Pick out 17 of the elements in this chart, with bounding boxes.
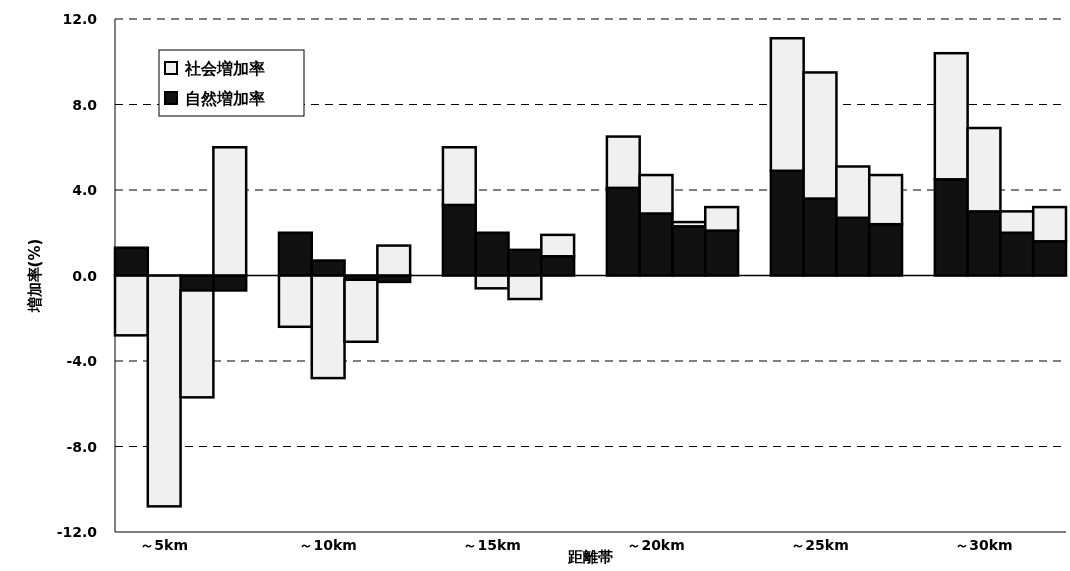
y-tick-label: 8.0 xyxy=(72,96,98,113)
y-tick-label: 0.0 xyxy=(72,267,98,284)
y-axis-title: 増加率(%) xyxy=(26,238,44,314)
x-tick-label: ～25km xyxy=(791,537,849,553)
y-tick-label: 4.0 xyxy=(72,182,98,198)
legend-label: 社会増加率 xyxy=(184,59,265,78)
y-tick-label: 12.0 xyxy=(62,11,98,27)
x-tick-label: ～30km xyxy=(955,537,1013,553)
y-tick-label: -12.0 xyxy=(56,524,98,540)
y-tick-label: -8.0 xyxy=(66,438,98,455)
legend-label: 自然増加率 xyxy=(185,89,265,108)
y-tick-label: -4.0 xyxy=(66,353,98,369)
x-tick-label: ～10km xyxy=(299,537,357,553)
x-axis-title: 距離帯 xyxy=(567,548,613,566)
x-tick-label: ～15km xyxy=(463,537,521,553)
x-tick-label: ～20km xyxy=(627,537,685,553)
x-tick-label: ～5km xyxy=(140,537,189,553)
